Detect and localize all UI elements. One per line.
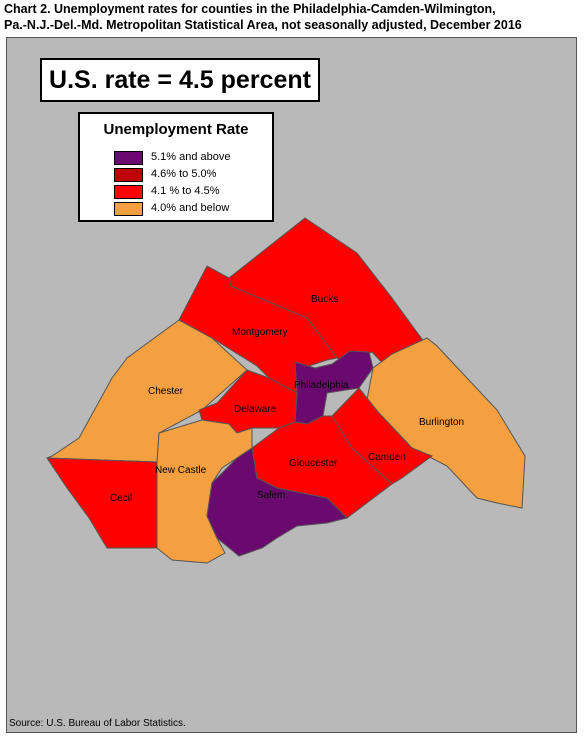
map-frame: Bucks Montgomery Chester Philadelphia De… bbox=[6, 37, 577, 733]
county-map: Bucks Montgomery Chester Philadelphia De… bbox=[46, 217, 526, 564]
county-label-montgomery: Montgomery bbox=[232, 327, 288, 338]
legend-label: 4.6% to 5.0% bbox=[151, 168, 217, 180]
county-label-camden: Camden bbox=[368, 452, 406, 463]
legend-swatch bbox=[114, 151, 143, 165]
county-label-new-castle: New Castle bbox=[155, 465, 207, 476]
county-salem bbox=[206, 447, 348, 557]
legend-swatch bbox=[114, 185, 143, 199]
county-label-delaware: Delaware bbox=[234, 404, 277, 415]
legend-swatch bbox=[114, 168, 143, 182]
source-note: Source: U.S. Bureau of Labor Statistics. bbox=[9, 718, 186, 729]
legend-label: 4.0% and below bbox=[151, 202, 230, 214]
chart-title: Chart 2. Unemployment rates for counties… bbox=[4, 1, 582, 33]
county-label-gloucester: Gloucester bbox=[289, 458, 338, 469]
county-label-burlington: Burlington bbox=[419, 417, 464, 428]
legend-swatch bbox=[114, 202, 143, 216]
legend-title: Unemployment Rate bbox=[103, 121, 249, 138]
legend: Unemployment Rate 5.1% and above 4.6% to… bbox=[78, 112, 274, 222]
county-cecil bbox=[46, 457, 158, 549]
us-rate-box: U.S. rate = 4.5 percent bbox=[40, 58, 320, 102]
county-new-castle bbox=[156, 419, 253, 564]
legend-label: 4.1 % to 4.5% bbox=[151, 185, 220, 197]
county-label-cecil: Cecil bbox=[110, 493, 132, 504]
chart-title-line-1: Chart 2. Unemployment rates for counties… bbox=[4, 2, 496, 16]
county-label-chester: Chester bbox=[148, 386, 184, 397]
county-label-bucks: Bucks bbox=[311, 294, 338, 305]
legend-label: 5.1% and above bbox=[151, 151, 231, 163]
county-label-salem: Salem bbox=[257, 490, 285, 501]
county-label-philadelphia: Philadelphia bbox=[294, 380, 349, 391]
chart-title-line-2: Pa.-N.J.-Del.-Md. Metropolitan Statistic… bbox=[4, 18, 522, 32]
